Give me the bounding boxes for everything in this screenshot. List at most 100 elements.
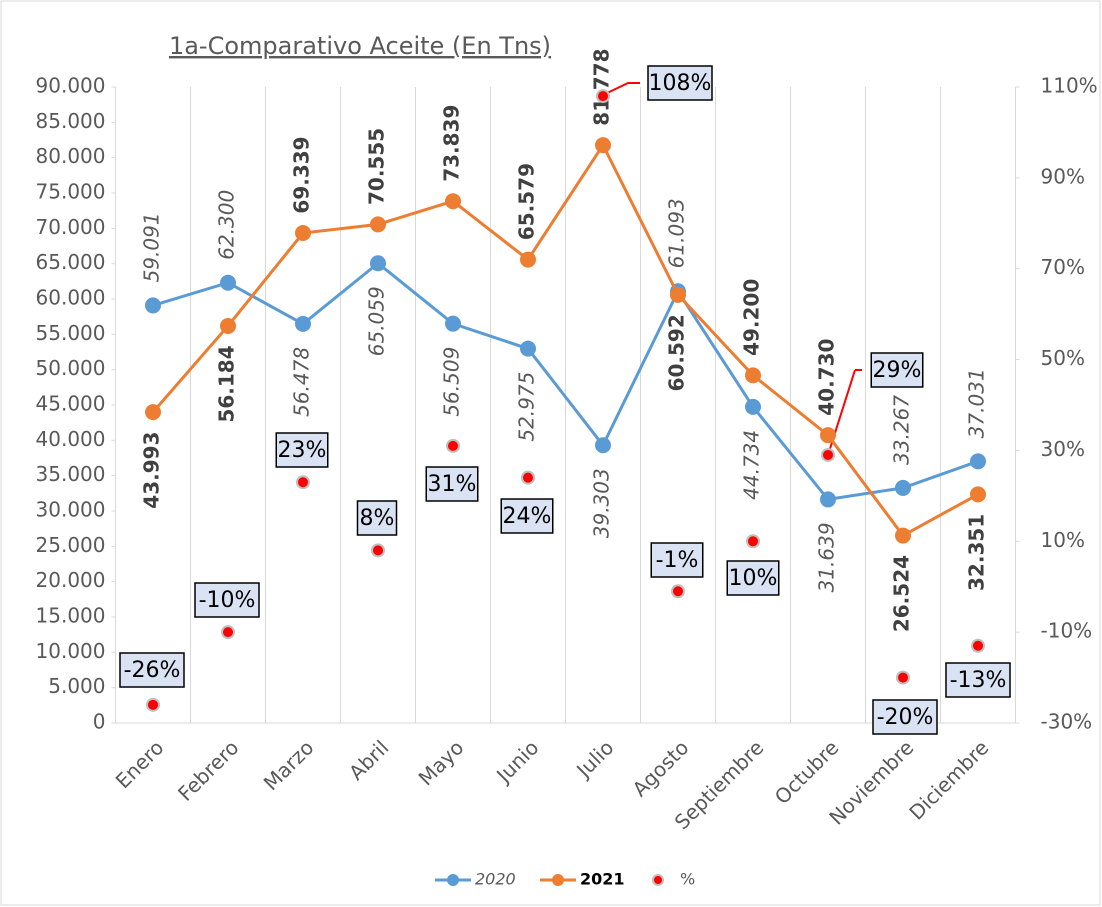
y-tick-label: 35.000 bbox=[36, 462, 106, 486]
data-label-box bbox=[119, 652, 185, 688]
point-marker bbox=[296, 475, 310, 490]
y-tick-label: 80.000 bbox=[36, 144, 106, 168]
y-tick-label: 10.000 bbox=[36, 639, 106, 663]
point-marker bbox=[520, 340, 536, 357]
point-marker bbox=[895, 527, 911, 544]
y-tick-label: 20.000 bbox=[36, 568, 106, 592]
y2-tick-label: 30% bbox=[1041, 437, 1085, 461]
series-line bbox=[151, 142, 979, 538]
y-tick-label: 55.000 bbox=[36, 321, 106, 345]
y-tick-label: 65.000 bbox=[36, 250, 106, 274]
point-marker bbox=[146, 697, 160, 712]
data-label: 56.478 bbox=[290, 347, 314, 417]
data-label: 56.509 bbox=[440, 347, 464, 417]
data-label-box bbox=[275, 432, 329, 468]
point-marker bbox=[295, 315, 311, 332]
data-label: 37.031 bbox=[965, 368, 989, 438]
data-label: 26.524 bbox=[890, 555, 914, 632]
data-label: 52.975 bbox=[515, 372, 539, 442]
data-label: 32.351 bbox=[965, 514, 989, 591]
data-label: 108% bbox=[649, 71, 712, 96]
data-label: 49.200 bbox=[740, 279, 764, 356]
data-label-box bbox=[356, 500, 398, 536]
y-tick-label: 15.000 bbox=[36, 604, 106, 628]
point-marker bbox=[446, 438, 460, 453]
data-label-box bbox=[726, 560, 780, 596]
point-marker bbox=[746, 534, 760, 549]
legend-marker bbox=[447, 874, 459, 886]
data-label: 31.639 bbox=[815, 522, 839, 592]
point-marker bbox=[895, 479, 911, 496]
y-tick-label: 75.000 bbox=[36, 180, 106, 204]
y2-tick-label: 50% bbox=[1041, 346, 1085, 370]
data-label: -26% bbox=[124, 658, 181, 683]
y-tick-label: 40.000 bbox=[36, 427, 106, 451]
data-label: -20% bbox=[877, 705, 934, 730]
point-marker bbox=[445, 315, 461, 332]
y-tick-label: 60.000 bbox=[36, 286, 106, 310]
y2-tick-label: -10% bbox=[1041, 619, 1093, 643]
point-marker bbox=[145, 297, 161, 314]
chart-title: 1a-Comparativo Aceite (En Tns) bbox=[169, 32, 551, 60]
point-marker bbox=[745, 367, 761, 384]
data-label: -1% bbox=[656, 548, 699, 573]
point-marker bbox=[220, 274, 236, 291]
y2-tick-label: 10% bbox=[1041, 528, 1085, 552]
data-label: 60.592 bbox=[665, 314, 689, 391]
data-label-box bbox=[945, 662, 1011, 698]
point-marker bbox=[670, 286, 686, 303]
point-marker bbox=[820, 491, 836, 508]
data-label: 33.267 bbox=[890, 395, 914, 465]
data-label: 70.555 bbox=[365, 128, 389, 205]
data-label: 61.093 bbox=[665, 198, 689, 268]
point-marker bbox=[445, 193, 461, 210]
point-marker bbox=[896, 670, 910, 685]
point-marker bbox=[370, 216, 386, 233]
data-label: 65.059 bbox=[365, 286, 389, 356]
y-tick-label: 45.000 bbox=[36, 392, 106, 416]
legend-label: 2021 bbox=[580, 870, 625, 889]
point-marker bbox=[145, 404, 161, 421]
data-label: 62.300 bbox=[215, 190, 239, 260]
point-marker bbox=[971, 638, 985, 653]
data-label: -13% bbox=[950, 668, 1007, 693]
point-marker bbox=[521, 470, 535, 485]
data-label-box bbox=[870, 352, 924, 388]
data-label-box bbox=[650, 542, 704, 578]
data-label: 43.993 bbox=[140, 432, 164, 509]
data-label: 40.730 bbox=[815, 339, 839, 416]
series-line bbox=[152, 261, 979, 502]
data-label: 31% bbox=[428, 472, 477, 497]
data-label: 65.579 bbox=[515, 163, 539, 240]
data-label-box bbox=[425, 466, 479, 502]
point-marker bbox=[821, 447, 835, 462]
point-marker bbox=[520, 251, 536, 268]
y-tick-label: 85.000 bbox=[36, 109, 106, 133]
y2-tick-label: 110% bbox=[1041, 74, 1098, 98]
data-label: 24% bbox=[503, 504, 552, 529]
point-marker bbox=[595, 137, 611, 154]
y2-tick-label: -30% bbox=[1041, 710, 1093, 734]
point-marker bbox=[671, 584, 685, 599]
data-label: 8% bbox=[360, 506, 395, 531]
legend-marker bbox=[552, 874, 564, 886]
y-tick-label: 50.000 bbox=[36, 356, 106, 380]
point-marker bbox=[595, 437, 611, 454]
data-label: 69.339 bbox=[290, 136, 314, 213]
y-tick-label: 0 bbox=[93, 710, 106, 734]
leader-line bbox=[602, 82, 640, 96]
data-label: 73.839 bbox=[440, 105, 464, 182]
point-marker bbox=[371, 543, 385, 558]
data-label: -10% bbox=[199, 588, 256, 613]
data-label-box bbox=[500, 498, 554, 534]
legend-label: 2020 bbox=[475, 870, 516, 889]
data-label: 39.303 bbox=[590, 468, 614, 538]
point-marker bbox=[221, 625, 235, 640]
data-label: 29% bbox=[873, 358, 922, 383]
data-label: 56.184 bbox=[215, 345, 239, 422]
y-tick-label: 90.000 bbox=[36, 74, 106, 98]
data-label: 23% bbox=[278, 438, 327, 463]
data-label: 81.778 bbox=[590, 49, 614, 126]
y2-tick-label: 70% bbox=[1041, 255, 1085, 279]
data-label-box bbox=[194, 582, 260, 618]
